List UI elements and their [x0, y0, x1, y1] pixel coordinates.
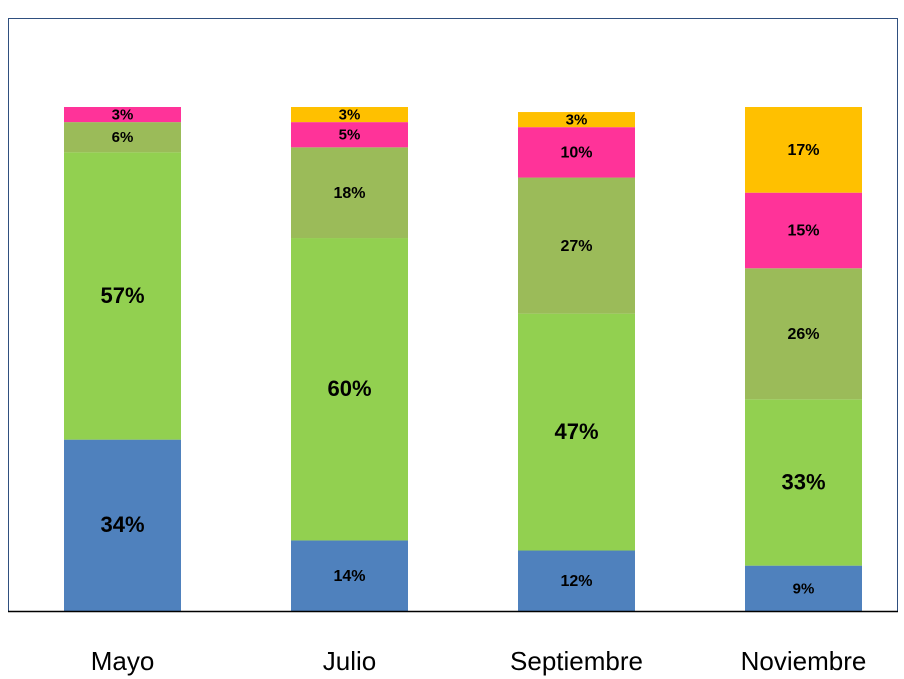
bar-segment [64, 152, 181, 440]
bar-segment [518, 112, 635, 128]
bar-segment [291, 238, 408, 541]
data-label: 47% [554, 419, 598, 444]
bar-segment [291, 107, 408, 123]
data-label: 12% [560, 573, 592, 590]
bars: 34% 57% 6% 3% 14% 60% 18% 5% 3% 12% 47% 27% 10% 3% 9% 3… [64, 107, 862, 611]
data-label: 15% [787, 223, 819, 240]
data-label: 14% [333, 568, 365, 585]
data-label: 57% [100, 283, 144, 308]
data-label: 5% [339, 127, 361, 144]
data-label: 27% [560, 238, 592, 255]
bar-segment [291, 540, 408, 611]
data-label: 3% [566, 112, 588, 129]
x-tick-label: Julio [323, 646, 376, 676]
bar-segment [518, 313, 635, 551]
bar-segment [518, 177, 635, 314]
data-label: 18% [333, 185, 365, 202]
data-label: 33% [781, 469, 825, 494]
data-label: 6% [112, 129, 134, 146]
data-label: 9% [793, 580, 815, 597]
bar-segment [291, 122, 408, 148]
bar-segment [745, 399, 862, 566]
bar-segment [291, 147, 408, 239]
bar-segment [518, 550, 635, 611]
bar-segment [745, 192, 862, 269]
x-tick-label: Noviembre [741, 646, 867, 676]
bar-segment [518, 127, 635, 178]
data-label: 17% [787, 142, 819, 159]
data-label: 10% [560, 145, 592, 162]
bar-segment [64, 439, 181, 611]
bar-segment [64, 107, 181, 123]
bar-segment [64, 122, 181, 153]
bar-segment [745, 565, 862, 611]
data-label: 34% [100, 512, 144, 537]
x-tick-label: Septiembre [510, 646, 643, 676]
data-label: 3% [112, 107, 134, 124]
data-label: 3% [339, 107, 361, 124]
bar-segment [745, 268, 862, 400]
bar-segment [745, 107, 862, 193]
data-label: 26% [787, 326, 819, 343]
x-tick-label: Mayo [91, 646, 155, 676]
data-label: 60% [327, 376, 371, 401]
